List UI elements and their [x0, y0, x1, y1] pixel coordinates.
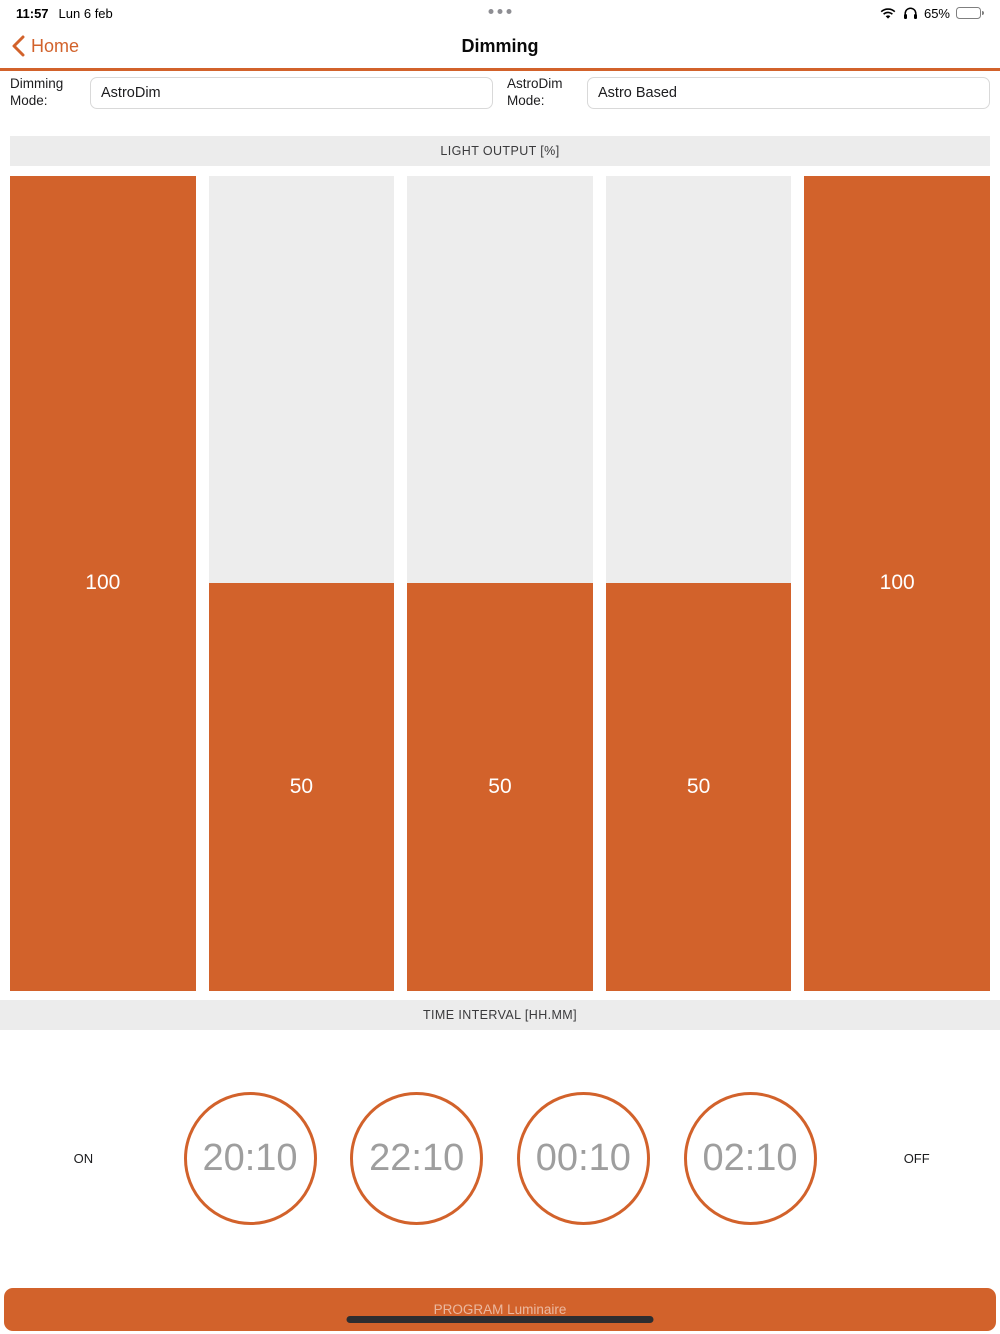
back-button[interactable]: Home [12, 35, 79, 57]
dimming-mode-input[interactable] [90, 76, 493, 109]
bar-value-label: 50 [488, 775, 512, 798]
date: Lun 6 feb [58, 5, 113, 21]
time-row: ON 20:10 22:10 00:10 02:10 OFF [0, 1092, 1000, 1226]
off-cell: OFF [833, 1151, 1000, 1166]
back-label: Home [31, 35, 80, 56]
bar-value-label: 100 [85, 571, 121, 595]
light-output-header: LIGHT OUTPUT [%] [10, 135, 990, 166]
status-bar: 11:57 Lun 6 feb 65% [0, 0, 1000, 24]
home-indicator[interactable] [346, 1316, 654, 1323]
nav-bar: Home Dimming [0, 24, 1000, 68]
battery-percent: 65% [923, 5, 950, 21]
wifi-icon [879, 7, 897, 20]
off-label: OFF [903, 1151, 930, 1167]
on-label: ON [73, 1151, 94, 1167]
bar-value-label: 50 [686, 775, 711, 798]
output-bar[interactable]: 50 [605, 175, 792, 991]
time-circle[interactable]: 00:10 [516, 1092, 650, 1226]
time-circle[interactable]: 22:10 [350, 1092, 484, 1226]
headphones-icon [903, 6, 918, 20]
astrodim-mode-label: AstroDim Mode: [507, 76, 563, 108]
bar-value-label: 50 [289, 775, 314, 798]
time-circle[interactable]: 20:10 [183, 1092, 317, 1226]
chevron-left-icon [12, 35, 25, 57]
output-bar[interactable]: 100 [10, 175, 196, 991]
multitask-dots-icon [488, 9, 512, 14]
light-output-chart: 100 50 50 50 100 [10, 175, 990, 991]
output-bar[interactable]: 50 [407, 175, 593, 991]
battery-icon [956, 7, 984, 19]
accent-divider [0, 68, 1000, 71]
page-title: Dimming [461, 35, 539, 56]
output-bar[interactable]: 100 [804, 175, 990, 991]
clock: 11:57 [16, 5, 49, 21]
time-circle[interactable]: 02:10 [683, 1092, 817, 1226]
mode-form: Dimming Mode: AstroDim Mode: [0, 71, 1000, 118]
dimming-mode-label: Dimming Mode: [10, 76, 64, 108]
output-bar[interactable]: 50 [208, 175, 395, 991]
program-luminaire-button[interactable]: PROGRAM Luminaire [4, 1288, 996, 1331]
bar-value-label: 100 [879, 571, 915, 595]
time-interval-header: TIME INTERVAL [HH.MM] [0, 999, 1000, 1030]
astrodim-mode-input[interactable] [587, 76, 990, 109]
